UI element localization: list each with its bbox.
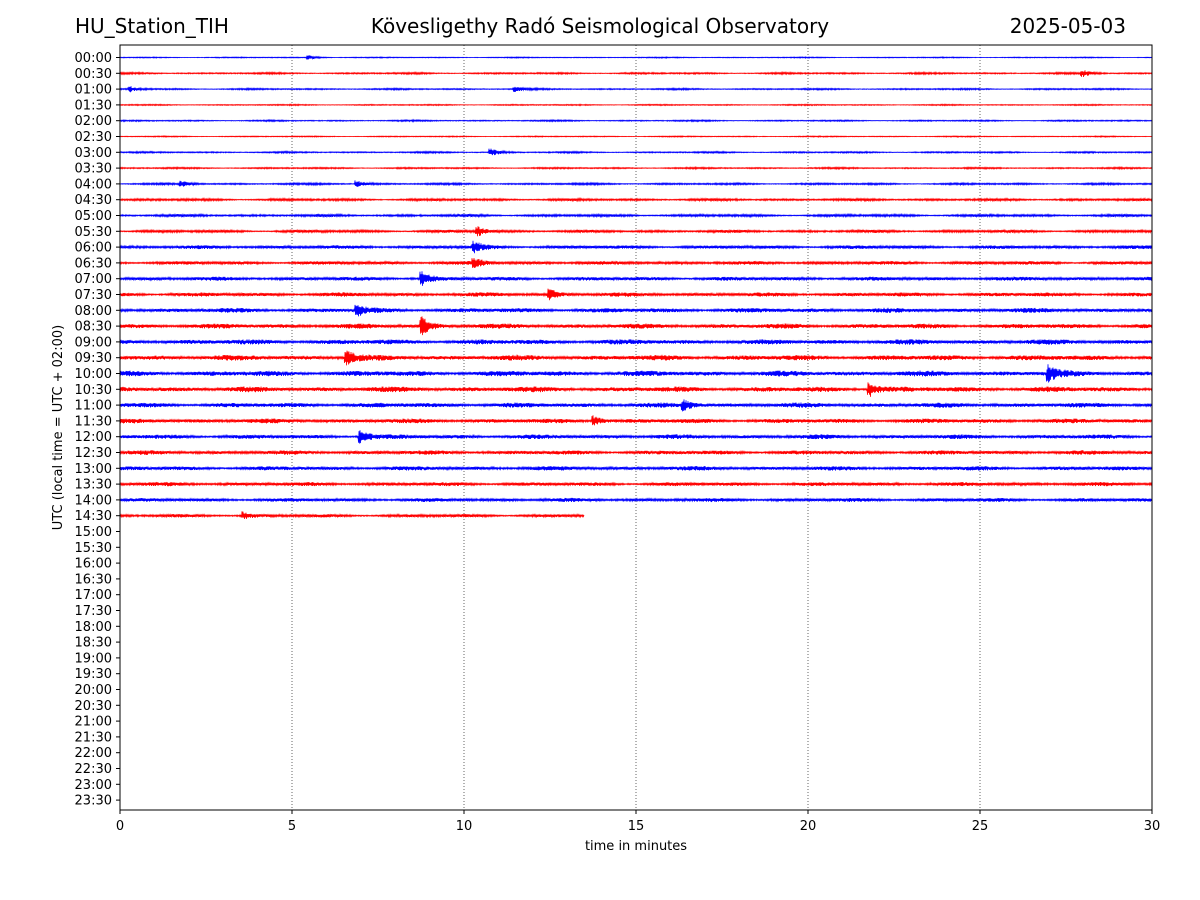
observatory-title: Kövesligethy Radó Seismological Observat… bbox=[370, 14, 830, 38]
x-tick-label: 15 bbox=[628, 819, 645, 834]
y-tick-label: 03:00 bbox=[75, 146, 112, 161]
trace-0100 bbox=[119, 86, 1153, 93]
x-tick-label: 20 bbox=[800, 819, 817, 834]
y-tick-label: 14:00 bbox=[75, 493, 112, 508]
y-tick-label: 05:00 bbox=[75, 209, 112, 224]
y-tick-label: 05:30 bbox=[75, 225, 112, 240]
y-tick-label: 00:00 bbox=[75, 51, 112, 66]
y-tick-label: 22:30 bbox=[75, 762, 112, 777]
y-tick-label: 19:00 bbox=[75, 651, 112, 666]
trace-1030 bbox=[119, 382, 1153, 397]
y-tick-label: 17:30 bbox=[75, 604, 112, 619]
y-tick-label: 08:00 bbox=[75, 304, 112, 319]
trace-0700 bbox=[119, 271, 1153, 286]
trace-0330 bbox=[119, 165, 1153, 171]
trace-0800 bbox=[119, 304, 1153, 317]
y-tick-label: 07:30 bbox=[75, 288, 112, 303]
y-tick-label: 06:00 bbox=[75, 241, 112, 256]
y-tick-label: 11:00 bbox=[75, 399, 112, 414]
y-tick-label: 16:30 bbox=[75, 572, 112, 587]
y-tick-label: 09:00 bbox=[75, 335, 112, 350]
y-tick-label: 09:30 bbox=[75, 351, 112, 366]
gridlines bbox=[291, 45, 981, 810]
y-tick-label: 11:30 bbox=[75, 414, 112, 429]
y-tick-label: 02:30 bbox=[75, 130, 112, 145]
trace-0930 bbox=[119, 350, 1153, 366]
y-tick-label: 20:00 bbox=[75, 683, 112, 698]
trace-0000 bbox=[119, 55, 1153, 61]
y-tick-label: 22:00 bbox=[75, 746, 112, 761]
trace-0630 bbox=[119, 257, 1153, 269]
y-tick-label: 15:30 bbox=[75, 541, 112, 556]
y-tick-label: 13:00 bbox=[75, 462, 112, 477]
trace-0130 bbox=[119, 103, 1153, 107]
trace-0400 bbox=[119, 180, 1153, 187]
y-tick-label: 18:30 bbox=[75, 636, 112, 651]
trace-1000 bbox=[119, 364, 1153, 383]
station-name: HU_Station_TIH bbox=[75, 14, 229, 38]
y-tick-label: 10:30 bbox=[75, 383, 112, 398]
y-tick-label: 17:00 bbox=[75, 588, 112, 603]
y-tick-label: 02:00 bbox=[75, 114, 112, 129]
trace-1300 bbox=[119, 465, 1153, 472]
x-tick-label: 5 bbox=[288, 819, 296, 834]
x-tick-label: 25 bbox=[972, 819, 989, 834]
y-tick-label: 03:30 bbox=[75, 162, 112, 177]
trace-0900 bbox=[119, 339, 1153, 345]
trace-0300 bbox=[119, 148, 1153, 156]
record-date: 2025-05-03 bbox=[1009, 14, 1126, 38]
trace-1230 bbox=[119, 449, 1153, 456]
trace-1330 bbox=[119, 481, 1153, 487]
x-tick-label: 10 bbox=[456, 819, 473, 834]
y-tick-label: 08:30 bbox=[75, 320, 112, 335]
trace-0600 bbox=[119, 240, 1153, 254]
y-tick-label: 13:30 bbox=[75, 478, 112, 493]
trace-1430 bbox=[119, 511, 585, 519]
y-tick-label: 23:00 bbox=[75, 778, 112, 793]
trace-0830 bbox=[119, 316, 1153, 336]
y-tick-label: 12:30 bbox=[75, 446, 112, 461]
trace-1100 bbox=[119, 399, 1153, 412]
x-tick-label: 0 bbox=[116, 819, 124, 834]
trace-1130 bbox=[119, 415, 1153, 426]
trace-1200 bbox=[119, 430, 1153, 444]
y-tick-label: 21:30 bbox=[75, 730, 112, 745]
x-tick-label: 30 bbox=[1144, 819, 1161, 834]
y-tick-label: 04:00 bbox=[75, 177, 112, 192]
trace-1400 bbox=[119, 497, 1153, 503]
y-tick-label: 04:30 bbox=[75, 193, 112, 208]
traces bbox=[119, 55, 1153, 519]
trace-0730 bbox=[119, 288, 1153, 301]
trace-0530 bbox=[119, 226, 1153, 237]
y-tick-label: 00:30 bbox=[75, 67, 112, 82]
y-tick-label: 12:00 bbox=[75, 430, 112, 445]
trace-0500 bbox=[119, 212, 1153, 219]
trace-0430 bbox=[119, 196, 1153, 203]
y-tick-label: 18:00 bbox=[75, 620, 112, 635]
y-tick-label: 01:30 bbox=[75, 98, 112, 113]
y-tick-label: 14:30 bbox=[75, 509, 112, 524]
y-tick-label: 01:00 bbox=[75, 83, 112, 98]
y-tick-label: 07:00 bbox=[75, 272, 112, 287]
y-tick-label: 15:00 bbox=[75, 525, 112, 540]
trace-0230 bbox=[119, 134, 1153, 139]
trace-0200 bbox=[119, 118, 1153, 123]
y-tick-label: 20:30 bbox=[75, 699, 112, 714]
y-tick-label: 21:00 bbox=[75, 715, 112, 730]
y-tick-label: 23:30 bbox=[75, 794, 112, 809]
x-axis-label: time in minutes bbox=[585, 839, 687, 854]
y-tick-label: 10:00 bbox=[75, 367, 112, 382]
trace-0030 bbox=[119, 70, 1153, 78]
y-axis-label: UTC (local time = UTC + 02:00) bbox=[51, 325, 66, 530]
y-axis-ticks: 00:0000:3001:0001:3002:0002:3003:0003:30… bbox=[75, 51, 120, 809]
y-tick-label: 19:30 bbox=[75, 667, 112, 682]
y-tick-label: 06:30 bbox=[75, 256, 112, 271]
x-axis-ticks: 0 5 10 15 20 25 30 bbox=[116, 810, 1160, 834]
y-tick-label: 16:00 bbox=[75, 557, 112, 572]
